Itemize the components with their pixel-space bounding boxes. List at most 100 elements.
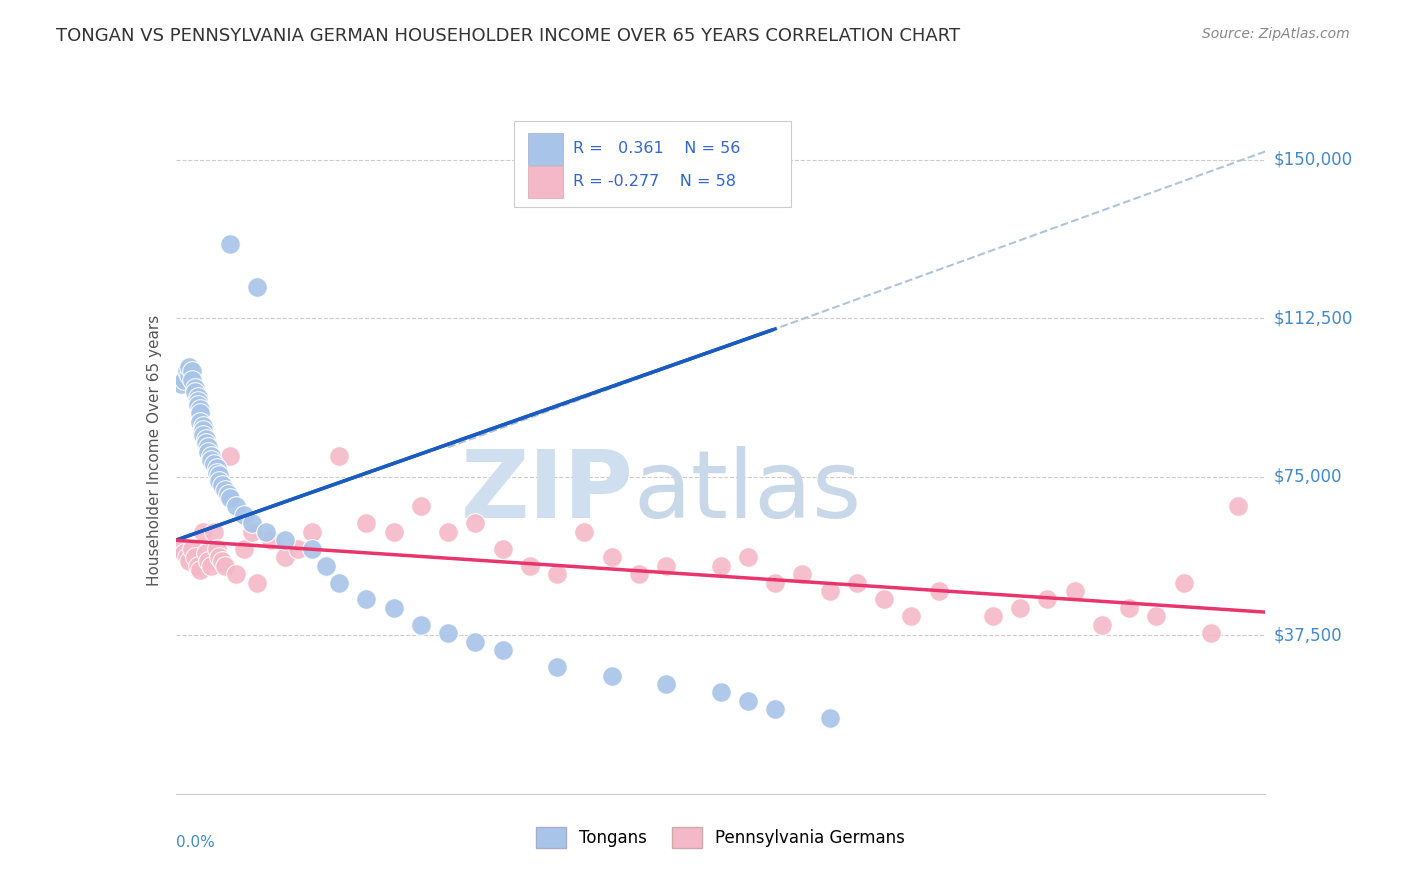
- Point: [186, 390, 209, 404]
- Point: [194, 546, 217, 560]
- Point: [763, 702, 786, 716]
- Point: [179, 359, 201, 374]
- Text: TONGAN VS PENNSYLVANIA GERMAN HOUSEHOLDER INCOME OVER 65 YEARS CORRELATION CHART: TONGAN VS PENNSYLVANIA GERMAN HOUSEHOLDE…: [56, 27, 960, 45]
- Point: [173, 373, 195, 387]
- Point: [205, 461, 228, 475]
- Point: [240, 524, 263, 539]
- Point: [464, 634, 486, 648]
- Point: [179, 368, 201, 383]
- Point: [219, 237, 242, 252]
- Text: $37,500: $37,500: [1274, 626, 1343, 644]
- Point: [184, 385, 207, 400]
- Point: [219, 491, 242, 505]
- Point: [287, 541, 309, 556]
- Point: [928, 584, 950, 599]
- Point: [197, 444, 219, 458]
- Point: [763, 575, 786, 590]
- Point: [200, 558, 222, 573]
- Point: [184, 381, 207, 395]
- Text: ZIP: ZIP: [461, 446, 633, 538]
- Point: [1144, 609, 1167, 624]
- Point: [710, 685, 733, 699]
- Point: [1010, 601, 1032, 615]
- Point: [274, 550, 297, 565]
- Point: [792, 567, 814, 582]
- Text: $112,500: $112,500: [1274, 310, 1353, 327]
- Point: [328, 449, 350, 463]
- Point: [574, 524, 596, 539]
- Point: [240, 516, 263, 531]
- Point: [818, 711, 841, 725]
- Point: [176, 550, 198, 565]
- Point: [194, 436, 217, 450]
- Point: [900, 609, 922, 624]
- Text: R = -0.277    N = 58: R = -0.277 N = 58: [574, 174, 737, 189]
- Point: [181, 373, 204, 387]
- Point: [179, 554, 201, 568]
- Point: [737, 694, 759, 708]
- Point: [208, 550, 231, 565]
- Point: [208, 474, 231, 488]
- Point: [274, 533, 297, 548]
- Point: [1091, 617, 1114, 632]
- Point: [217, 487, 239, 501]
- Point: [200, 449, 222, 463]
- Point: [492, 643, 515, 657]
- Point: [492, 541, 515, 556]
- Point: [186, 398, 209, 412]
- Point: [191, 419, 214, 434]
- Text: $75,000: $75,000: [1274, 468, 1343, 486]
- Point: [211, 478, 233, 492]
- Text: Source: ZipAtlas.com: Source: ZipAtlas.com: [1202, 27, 1350, 41]
- Point: [246, 575, 269, 590]
- Point: [1173, 575, 1195, 590]
- Point: [1199, 626, 1222, 640]
- Legend: Tongans, Pennsylvania Germans: Tongans, Pennsylvania Germans: [529, 821, 912, 855]
- Point: [409, 617, 432, 632]
- Text: atlas: atlas: [633, 446, 862, 538]
- Point: [211, 554, 233, 568]
- Point: [191, 427, 214, 442]
- Point: [232, 541, 254, 556]
- Point: [205, 466, 228, 480]
- Point: [194, 432, 217, 446]
- Point: [1036, 592, 1059, 607]
- Point: [437, 524, 460, 539]
- Point: [176, 364, 198, 378]
- Point: [627, 567, 650, 582]
- Point: [191, 524, 214, 539]
- Point: [197, 554, 219, 568]
- Point: [981, 609, 1004, 624]
- Point: [356, 516, 378, 531]
- Point: [214, 558, 236, 573]
- Point: [845, 575, 868, 590]
- Point: [546, 567, 568, 582]
- Point: [315, 558, 337, 573]
- Point: [202, 457, 225, 471]
- Point: [170, 541, 193, 556]
- Point: [225, 500, 247, 514]
- Point: [246, 279, 269, 293]
- Text: 0.0%: 0.0%: [176, 835, 215, 850]
- Point: [170, 376, 193, 391]
- Point: [202, 524, 225, 539]
- Point: [186, 558, 209, 573]
- Point: [818, 584, 841, 599]
- Point: [219, 449, 242, 463]
- Point: [205, 541, 228, 556]
- Point: [600, 668, 623, 682]
- Point: [301, 541, 323, 556]
- Point: [200, 453, 222, 467]
- Point: [181, 364, 204, 378]
- Point: [254, 524, 277, 539]
- Point: [188, 563, 211, 577]
- Point: [519, 558, 541, 573]
- Point: [710, 558, 733, 573]
- Point: [409, 500, 432, 514]
- Point: [737, 550, 759, 565]
- Point: [208, 467, 231, 482]
- Point: [188, 402, 211, 417]
- Point: [186, 393, 209, 408]
- Point: [188, 415, 211, 429]
- Point: [873, 592, 896, 607]
